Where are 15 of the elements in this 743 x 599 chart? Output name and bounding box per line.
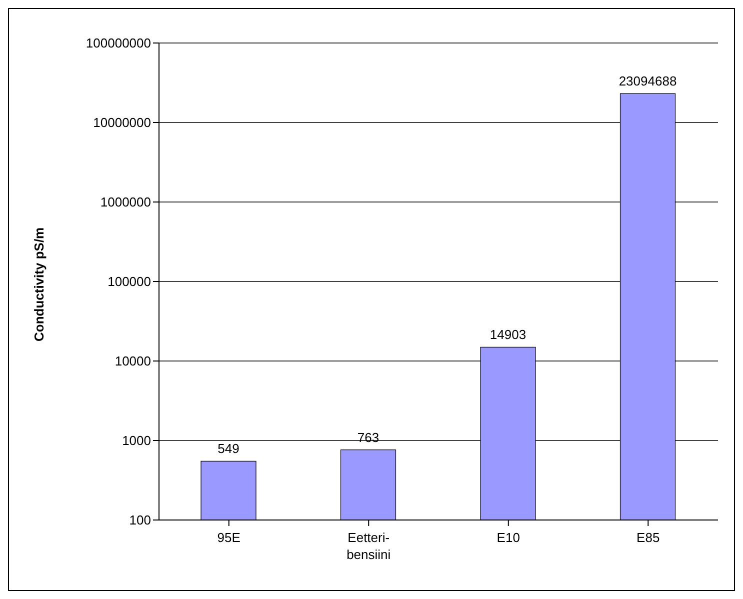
y-tick-label: 100000000: [86, 36, 151, 51]
data-label: 23094688: [618, 74, 677, 89]
y-tick-label: 100: [129, 512, 151, 528]
x-tick-label: Eetteri-bensiini: [346, 530, 391, 562]
y-tick-label: 1000: [122, 433, 151, 448]
y-axis-title: Conductivity pS/m: [32, 227, 47, 342]
y-tick-label: 10000: [114, 354, 151, 369]
y-tick-label: 100000: [108, 274, 151, 290]
x-tick-label: 95E: [217, 530, 241, 545]
y-tick-label: 1000000: [100, 194, 151, 210]
x-tick-label: E85: [636, 530, 660, 545]
y-tick-label: 10000000: [93, 115, 151, 130]
data-label: 549: [218, 441, 240, 456]
data-label: 14903: [490, 327, 526, 342]
x-tick-label: E10: [496, 530, 520, 545]
